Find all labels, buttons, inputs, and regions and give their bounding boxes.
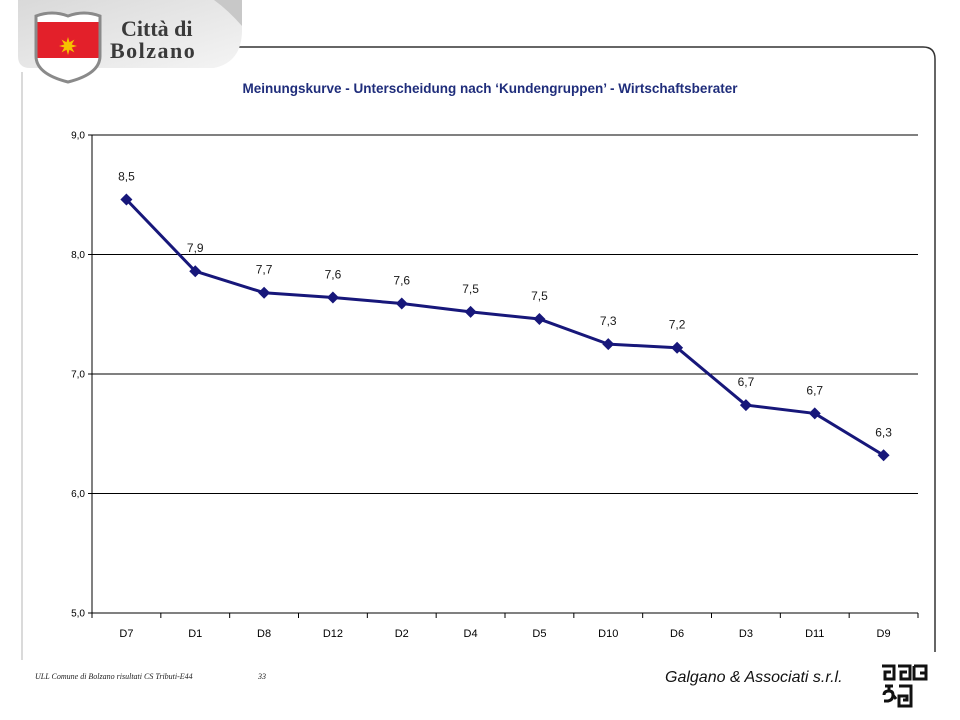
data-point-marker [671, 341, 684, 354]
y-tick-label: 8,0 [71, 250, 85, 261]
x-tick-label: D11 [805, 628, 824, 640]
data-point-marker [189, 265, 202, 278]
data-point-marker [533, 313, 546, 326]
x-tick-label: D6 [670, 628, 684, 640]
data-label: 7,6 [325, 268, 342, 282]
x-tick-label: D8 [257, 628, 271, 640]
data-label: 6,3 [875, 425, 892, 439]
data-label: 7,3 [600, 314, 617, 328]
data-point-marker [739, 399, 752, 412]
x-tick-label: D5 [532, 628, 546, 640]
y-tick-label: 6,0 [71, 489, 85, 500]
x-tick-label: D7 [119, 628, 133, 640]
data-point-marker [808, 407, 821, 420]
data-point-marker [326, 291, 339, 304]
data-label: 7,5 [531, 289, 548, 303]
city-logo: Città di Bolzano [18, 0, 242, 84]
y-tick-label: 9,0 [71, 131, 85, 142]
slide-frame [21, 46, 936, 660]
data-point-marker [464, 305, 477, 318]
line-chart: 9,0 8,0 7,0 6,0 5,0 D7 D1 D8 D12 D2 D4 D5 D10 D6 D3 D11… [71, 131, 919, 640]
data-point-marker [602, 338, 615, 351]
logo-text-line2: Bolzano [110, 38, 196, 63]
footer-company-name: Galgano & Associati s.r.l. [665, 669, 843, 686]
star-icon [59, 37, 77, 55]
x-tick-label: D9 [877, 628, 891, 640]
x-tick-label: D1 [188, 628, 202, 640]
x-tick-label: D4 [464, 628, 478, 640]
data-label: 6,7 [806, 383, 823, 397]
x-tick-label: D2 [395, 628, 409, 640]
data-point-marker [395, 297, 408, 310]
data-label: 6,7 [738, 375, 755, 389]
data-point-marker [258, 286, 271, 299]
city-shield-icon [34, 11, 102, 84]
data-label: 7,7 [256, 263, 273, 277]
logo-text-line1: Città di [121, 16, 193, 41]
page-curl [214, 0, 242, 26]
x-tick-label: D10 [598, 628, 618, 640]
footer-source: ULL Comune di Bolzano risultati CS Tribu… [35, 672, 193, 681]
galgano-logo-icon [882, 664, 928, 708]
chart-title: Meinungskurve - Unterscheidung nach ‘Kun… [243, 81, 739, 96]
x-tick-label: D12 [323, 628, 343, 640]
data-point-marker [877, 449, 890, 462]
data-label: 7,6 [393, 273, 410, 287]
x-tick-label: D3 [739, 628, 753, 640]
data-label: 7,9 [187, 241, 204, 255]
y-tick-label: 7,0 [71, 370, 85, 381]
data-label: 7,2 [669, 318, 686, 332]
footer-page-number: 33 [257, 672, 266, 681]
y-tick-label: 5,0 [71, 609, 85, 620]
data-label: 8,5 [118, 170, 135, 184]
data-point-marker [120, 193, 133, 206]
series-line [125, 198, 885, 457]
data-label: 7,5 [462, 282, 479, 296]
